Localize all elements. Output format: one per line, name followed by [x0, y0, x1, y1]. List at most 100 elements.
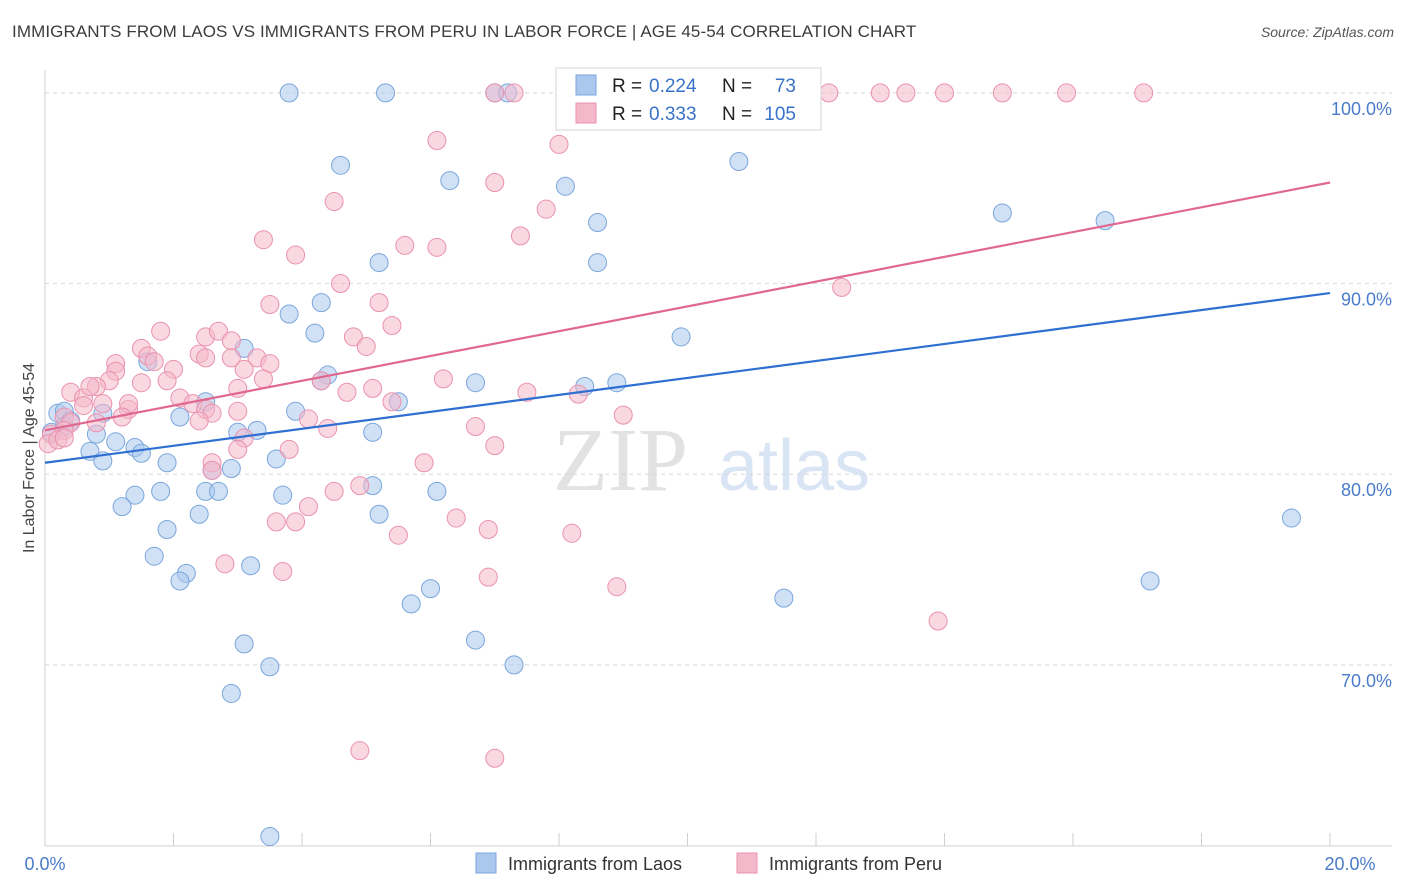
peru-data-point	[266, 512, 286, 532]
laos-data-point	[260, 657, 280, 677]
laos-data-point	[241, 556, 261, 576]
laos-data-point	[221, 458, 241, 478]
peru-data-point	[350, 741, 370, 761]
peru-data-point	[331, 274, 351, 294]
laos-data-point	[729, 152, 749, 172]
peru-data-point	[465, 417, 485, 437]
peru-data-point	[318, 418, 338, 438]
laos-data-point	[112, 497, 132, 517]
laos-swatch	[575, 74, 597, 96]
laos-data-point	[376, 83, 396, 103]
peru-data-point	[343, 327, 363, 347]
x-tick-label-max: 20.0%	[1324, 854, 1375, 874]
peru-data-point	[74, 396, 94, 416]
peru-data-point	[1057, 83, 1077, 103]
watermark-atlas: atlas	[718, 426, 870, 506]
legend-peru-swatch	[736, 852, 758, 874]
peru-trend-line	[44, 181, 1331, 432]
peru-data-point	[228, 401, 248, 421]
laos-r-label: R =	[612, 76, 642, 97]
peru-n-label: N =	[722, 104, 752, 125]
laos-data-point	[106, 432, 126, 452]
x-axis-ticks	[44, 833, 1331, 846]
laos-data-point	[369, 504, 389, 524]
peru-data-point	[144, 352, 164, 372]
peru-data-point	[613, 405, 633, 425]
gridlines	[45, 92, 1392, 666]
peru-data-point	[350, 476, 370, 496]
laos-data-point	[774, 588, 794, 608]
legend-laos-swatch	[475, 852, 497, 874]
peru-data-point	[549, 134, 569, 154]
laos-data-point	[363, 422, 383, 442]
y-tick-label: 80.0%	[1341, 480, 1392, 500]
laos-data-point	[311, 293, 331, 313]
laos-data-point	[465, 373, 485, 393]
chart-title: IMMIGRANTS FROM LAOS VS IMMIGRANTS FROM …	[12, 22, 917, 41]
laos-data-point	[588, 253, 608, 273]
laos-data-point	[992, 203, 1012, 223]
laos-data-point	[144, 546, 164, 566]
y-tick-labels: 100.0% 90.0% 80.0% 70.0%	[1331, 99, 1392, 691]
laos-data-point	[273, 485, 293, 505]
laos-data-point	[279, 83, 299, 103]
peru-data-point	[536, 199, 556, 219]
peru-data-point	[131, 373, 151, 393]
peru-data-point	[433, 369, 453, 389]
peru-n-value: 105	[764, 104, 796, 125]
watermark-zip: ZIP	[553, 411, 688, 510]
peru-data-point	[382, 315, 402, 335]
laos-n-label: N =	[722, 76, 752, 97]
y-axis-label: In Labor Force | Age 45-54	[21, 363, 38, 553]
peru-data-point	[427, 131, 447, 151]
peru-r-value: 0.333	[649, 104, 697, 125]
laos-data-point	[234, 634, 254, 654]
peru-data-point	[215, 554, 235, 574]
peru-data-point	[54, 428, 74, 448]
peru-data-point	[221, 331, 241, 351]
peru-data-point	[93, 394, 113, 414]
peru-data-point	[478, 567, 498, 587]
peru-data-point	[260, 295, 280, 315]
laos-data-point	[440, 171, 460, 191]
series-legend: Immigrants from Laos Immigrants from Per…	[475, 852, 942, 874]
peru-data-point	[189, 411, 209, 431]
stats-legend-frame	[555, 67, 822, 131]
laos-data-point	[555, 176, 575, 196]
peru-data-point	[517, 382, 537, 402]
peru-data-point	[253, 230, 273, 250]
laos-data-point	[260, 826, 280, 846]
peru-data-point	[928, 611, 948, 631]
stats-legend-box: R = 0.224 N = 73 R = 0.333 N = 105	[555, 67, 822, 131]
peru-data-point	[208, 321, 228, 341]
legend-peru-label: Immigrants from Peru	[769, 854, 942, 874]
laos-trend-line	[44, 291, 1331, 464]
peru-data-point	[273, 561, 293, 581]
peru-data-point	[395, 235, 415, 255]
laos-data-point	[151, 481, 171, 501]
peru-data-point	[228, 439, 248, 459]
laos-data-point	[157, 453, 177, 473]
peru-data-point	[298, 409, 318, 429]
peru-data-point	[286, 245, 306, 265]
peru-data-point	[151, 321, 171, 341]
peru-data-point	[1134, 83, 1154, 103]
peru-data-point	[286, 512, 306, 532]
peru-data-point	[382, 392, 402, 412]
peru-data-point	[279, 439, 299, 459]
y-tick-label: 90.0%	[1341, 290, 1392, 310]
peru-data-point	[832, 277, 852, 297]
peru-r-label: R =	[612, 104, 642, 125]
peru-data-point	[234, 359, 254, 379]
peru-data-point	[202, 460, 222, 480]
peru-data-point	[388, 525, 408, 545]
laos-data-point	[157, 519, 177, 539]
peru-data-point	[221, 348, 241, 368]
laos-n-value: 73	[775, 76, 796, 97]
laos-data-point	[170, 571, 190, 591]
laos-data-point	[1140, 571, 1160, 591]
laos-data-point	[221, 683, 241, 703]
peru-data-point	[324, 481, 344, 501]
laos-data-point	[208, 481, 228, 501]
